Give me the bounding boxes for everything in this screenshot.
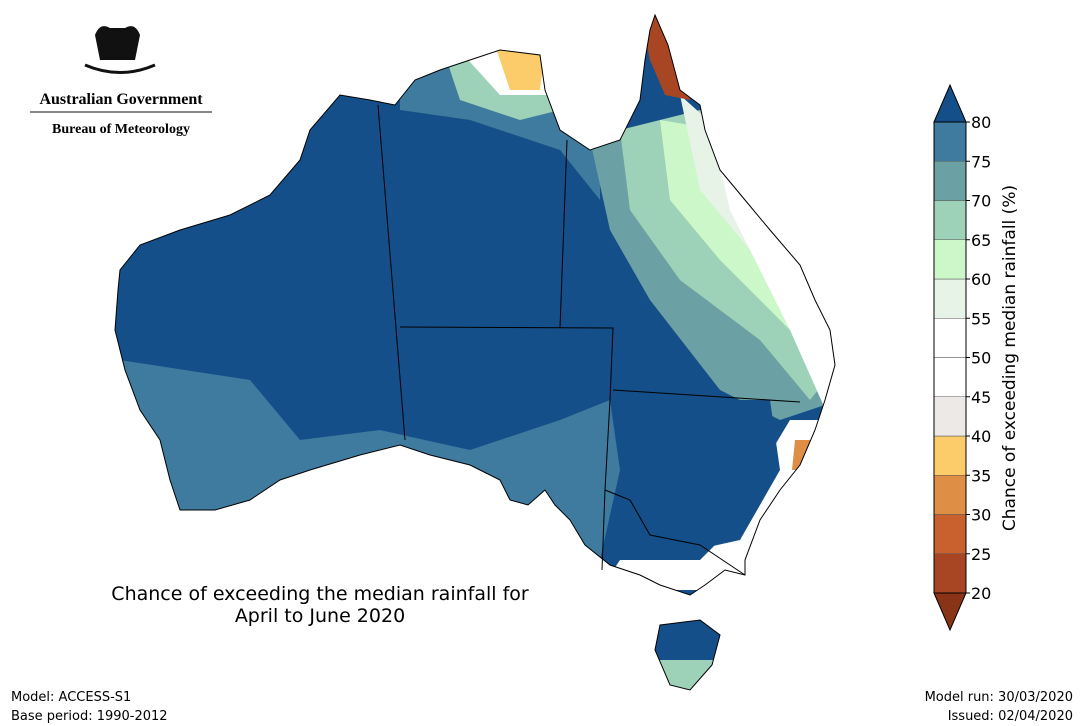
colorbar-band (933, 121, 967, 162)
government: Australian Government (39, 91, 203, 108)
base-period: Base period: 1990-2012 (11, 709, 168, 724)
colorbar: 20 25 30 35 40 45 50 55 60 65 70 75 80 (933, 83, 991, 632)
map-title: Chance of exceeding the median rainfall … (111, 583, 529, 605)
colorbar-tick-label: 20 (971, 584, 991, 603)
colorbar-tick-label: 65 (971, 231, 991, 250)
colorbar-tick-label: 70 (971, 192, 991, 211)
colorbar-band (933, 318, 967, 358)
colorbar-tick-label: 75 (971, 152, 991, 171)
colorbar-band (933, 475, 967, 515)
colorbar-tick-label: 55 (971, 309, 991, 328)
colorbar-under (933, 592, 967, 632)
colorbar-tick-label: 60 (971, 270, 991, 289)
colorbar-tick-label: 30 (971, 506, 991, 525)
colorbar-band (933, 239, 967, 280)
colorbar-band (933, 161, 967, 201)
model-run: Model run: 30/03/2020 (925, 690, 1073, 705)
colorbar-band (933, 278, 967, 319)
agency: Bureau of Meteorology (52, 122, 190, 137)
colorbar-band (933, 514, 967, 554)
colorbar-tick-label: 45 (971, 388, 991, 407)
map: Chance of exceeding the median rainfall … (111, 14, 836, 691)
colorbar-tick-label: 35 (971, 466, 991, 485)
colorbar-tick-label: 25 (971, 545, 991, 564)
colorbar-band (933, 357, 967, 397)
model: Model: ACCESS-S1 (11, 690, 131, 705)
colorbar-band (933, 435, 967, 476)
colorbar-tick-label: 50 (971, 349, 991, 368)
issued: Issued: 02/04/2020 (948, 709, 1073, 724)
colorbar-band (933, 553, 967, 594)
colorbar-over (933, 83, 967, 123)
colorbar-tick-label: 40 (971, 427, 991, 446)
colorbar-band (933, 396, 967, 437)
colorbar-band (933, 200, 967, 240)
colorbar-tick-label: 80 (971, 113, 991, 132)
colorbar-label: Chance of exceeding median rainfall (%) (1000, 185, 1020, 531)
map-title: April to June 2020 (235, 605, 405, 627)
logo: Australian Government Bureau of Meteorol… (30, 26, 212, 137)
